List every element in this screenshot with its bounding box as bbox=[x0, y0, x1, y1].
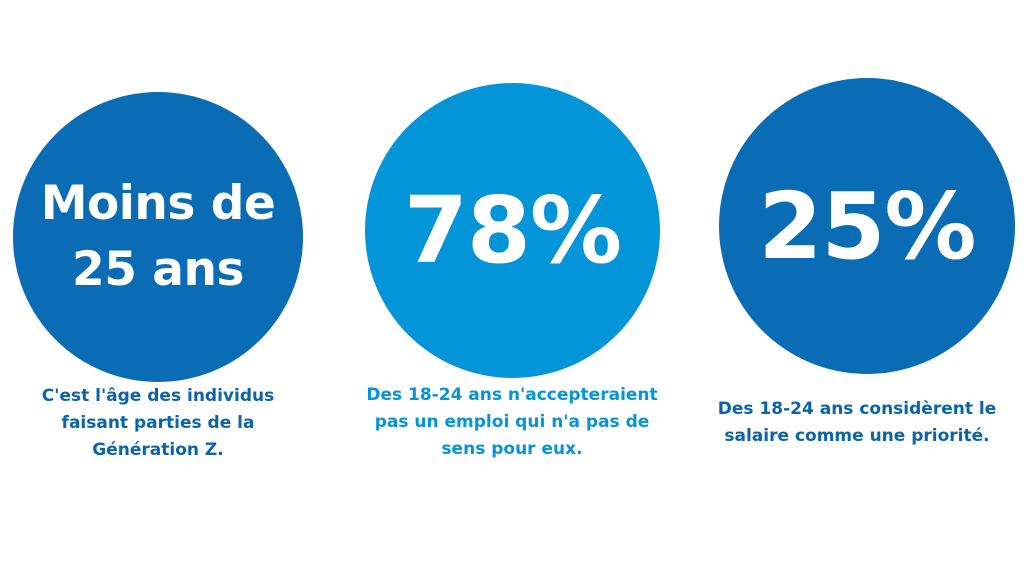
stat-salary-priority: 25% Des 18-24 ans considèrent le salaire… bbox=[685, 0, 1024, 576]
stat-percentage: 25% bbox=[758, 172, 976, 280]
stat-headline: Moins de 25 ans bbox=[41, 171, 276, 303]
headline-line: 25 ans bbox=[72, 242, 244, 297]
stat-circle: Moins de 25 ans bbox=[13, 92, 303, 382]
caption-line: pas un emploi qui n'a pas de bbox=[374, 412, 650, 432]
stat-meaningful-job: 78% Des 18-24 ans n'accepteraient pas un… bbox=[340, 0, 685, 576]
caption-line: sens pour eux. bbox=[441, 439, 583, 459]
stat-percentage: 78% bbox=[403, 177, 622, 284]
caption-line: salaire comme une priorité. bbox=[724, 426, 990, 446]
caption-line: faisant parties de la bbox=[61, 413, 255, 433]
stat-caption: Des 18-24 ans considèrent le salaire com… bbox=[707, 396, 1007, 450]
stat-caption: C'est l'âge des individus faisant partie… bbox=[18, 383, 298, 464]
stat-caption: Des 18-24 ans n'accepteraient pas un emp… bbox=[357, 382, 667, 463]
stat-circle: 78% bbox=[365, 83, 660, 378]
stat-age: Moins de 25 ans C'est l'âge des individu… bbox=[0, 0, 340, 576]
headline-line: Moins de bbox=[40, 176, 276, 231]
caption-line: Des 18-24 ans n'accepteraient bbox=[366, 385, 658, 405]
stat-circle: 25% bbox=[719, 78, 1015, 374]
caption-line: C'est l'âge des individus bbox=[41, 386, 275, 406]
caption-line: Des 18-24 ans considèrent le bbox=[717, 399, 997, 419]
caption-line: Génération Z. bbox=[92, 440, 224, 460]
